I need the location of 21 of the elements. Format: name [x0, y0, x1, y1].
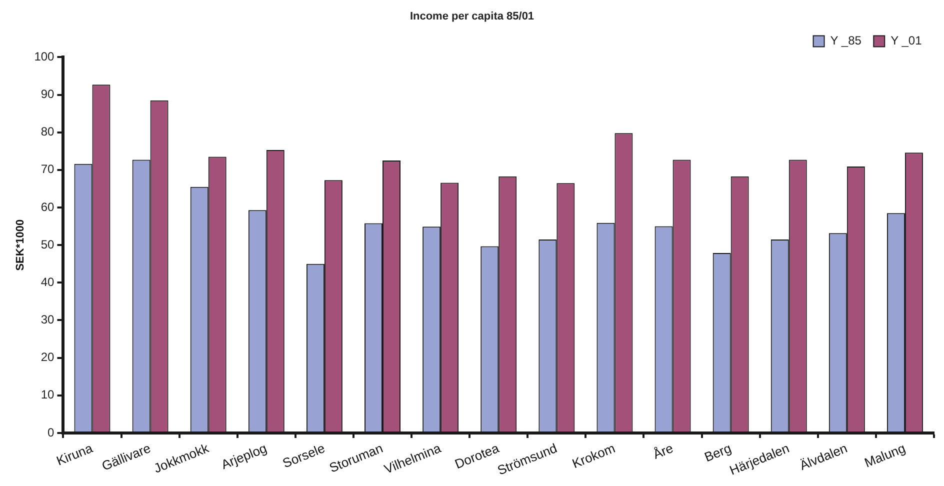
x-tick-label: Åre	[650, 440, 676, 462]
y-tick-label: 50	[40, 237, 55, 252]
y-tick-label: 10	[40, 388, 55, 402]
x-tick-label: Malung	[862, 440, 908, 470]
x-tick-label: Kiruna	[54, 440, 96, 468]
x-tick-label: Berg	[702, 440, 734, 465]
y-tick-label: 90	[40, 87, 55, 102]
x-tick-label: Sorsele	[280, 440, 327, 471]
y-tick-label: 70	[40, 162, 55, 176]
x-tick-label: Krokom	[570, 440, 618, 472]
y-tick-label: 30	[40, 312, 55, 327]
legend-label: Y _85	[830, 34, 862, 48]
y-tick-label: 0	[48, 425, 55, 440]
y-tick-label: 60	[40, 200, 55, 214]
y-tick-label: 100	[34, 50, 55, 64]
y-axis-title: SEK*1000	[14, 219, 27, 271]
chart-title: Income per capita 85/01	[410, 10, 534, 23]
y-tick-label: 40	[40, 274, 55, 289]
y-tick-label: 20	[40, 350, 55, 364]
legend-label: Y _01	[890, 34, 922, 48]
y-tick-label: 80	[40, 124, 55, 139]
